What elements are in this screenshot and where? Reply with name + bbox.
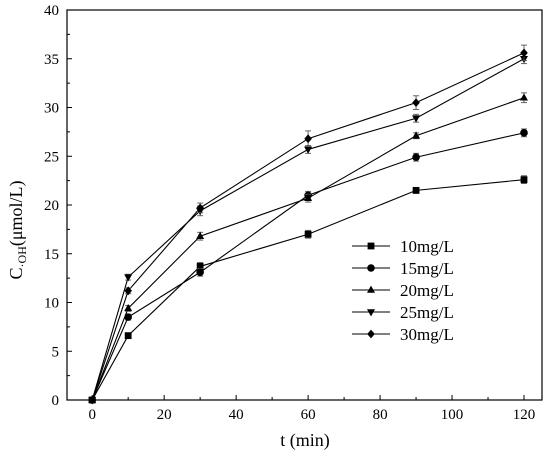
data-point	[124, 274, 133, 282]
legend: 10mg/L 15mg/L 20mg/L 25mg/L 30mg/L	[352, 237, 454, 344]
data-point	[124, 303, 133, 312]
x-tick-label: 120	[513, 407, 536, 423]
legend-item: 15mg/L	[352, 259, 454, 278]
data-point	[88, 395, 96, 405]
legend-swatch-marker	[367, 264, 375, 272]
data-point	[196, 203, 204, 213]
x-tick-label: 100	[441, 407, 464, 423]
legend-label: 10mg/L	[400, 237, 454, 256]
data-point	[412, 115, 421, 123]
series-25mg-l	[88, 53, 529, 405]
legend-label: 25mg/L	[400, 303, 454, 322]
data-point	[304, 230, 312, 238]
y-axis-label: C·OH(μmol/L)	[6, 181, 29, 280]
plot-frame	[66, 9, 543, 401]
legend-label: 30mg/L	[400, 325, 454, 344]
plot-border	[66, 9, 543, 401]
legend-item: 10mg/L	[352, 237, 454, 256]
y-tick-label: 10	[44, 296, 59, 312]
data-point	[196, 268, 204, 277]
series-layer	[88, 44, 529, 405]
data-point	[124, 286, 132, 296]
x-tick-label: 0	[88, 407, 96, 423]
data-point	[520, 129, 528, 137]
legend-item: 30mg/L	[352, 325, 454, 344]
series-line	[91, 97, 525, 401]
y-axis-ticks: 0 5 10 15 20 25 30 35 40	[44, 3, 72, 409]
y-axis-label-unit: (μmol/L)	[6, 181, 27, 247]
series-line	[91, 52, 525, 401]
y-tick-label: 35	[44, 52, 59, 68]
legend-swatch-marker	[367, 309, 375, 317]
x-tick-label: 40	[229, 407, 244, 423]
series-10mg-l	[88, 175, 528, 404]
data-point	[412, 153, 420, 162]
y-axis-label-main: C	[6, 267, 26, 279]
legend-swatch-marker	[367, 329, 375, 339]
legend-item: 20mg/L	[352, 281, 454, 300]
legend-swatch-marker	[367, 242, 375, 250]
series-line	[91, 58, 525, 401]
data-point	[520, 176, 528, 184]
data-point	[520, 48, 528, 58]
data-point	[196, 231, 205, 239]
data-point	[124, 332, 132, 340]
series-15mg-l	[88, 128, 528, 404]
y-axis-label-subscript: ·OH	[15, 246, 29, 268]
x-axis-ticks: 0 20 40 60 80 100 120	[88, 395, 535, 423]
y-tick-label: 40	[44, 3, 59, 19]
data-point	[412, 131, 421, 139]
series-line	[91, 132, 525, 401]
x-tick-label: 60	[301, 407, 316, 423]
y-tick-label: 30	[44, 101, 59, 117]
data-point	[304, 134, 312, 144]
series-20mg-l	[88, 92, 529, 403]
data-point	[196, 263, 204, 270]
y-tick-label: 5	[52, 344, 60, 360]
series-line	[91, 179, 525, 401]
x-axis-label: t (min)	[280, 430, 330, 451]
series-30mg-l	[88, 44, 528, 405]
y-tick-label: 25	[44, 149, 59, 165]
data-point	[304, 193, 313, 201]
y-tick-label: 15	[44, 247, 59, 263]
data-point	[412, 186, 420, 194]
legend-item: 25mg/L	[352, 303, 454, 322]
legend-label: 20mg/L	[400, 281, 454, 300]
y-tick-label: 0	[52, 393, 60, 409]
legend-swatch-marker	[367, 285, 375, 293]
data-point	[520, 93, 529, 101]
legend-label: 15mg/L	[400, 259, 454, 278]
data-point	[412, 98, 420, 108]
y-tick-label: 20	[44, 198, 59, 214]
data-point	[124, 313, 132, 321]
data-point	[304, 146, 313, 154]
x-tick-label: 80	[373, 407, 388, 423]
x-tick-label: 20	[157, 407, 172, 423]
